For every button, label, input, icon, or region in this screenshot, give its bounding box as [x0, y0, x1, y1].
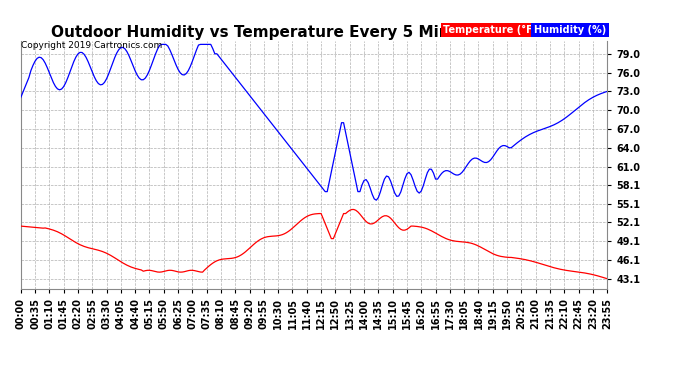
Text: Temperature (°F): Temperature (°F)	[443, 25, 538, 35]
Text: Humidity (%): Humidity (%)	[534, 25, 606, 35]
Title: Outdoor Humidity vs Temperature Every 5 Minutes 20190520: Outdoor Humidity vs Temperature Every 5 …	[50, 25, 578, 40]
Text: Copyright 2019 Cartronics.com: Copyright 2019 Cartronics.com	[21, 41, 162, 50]
